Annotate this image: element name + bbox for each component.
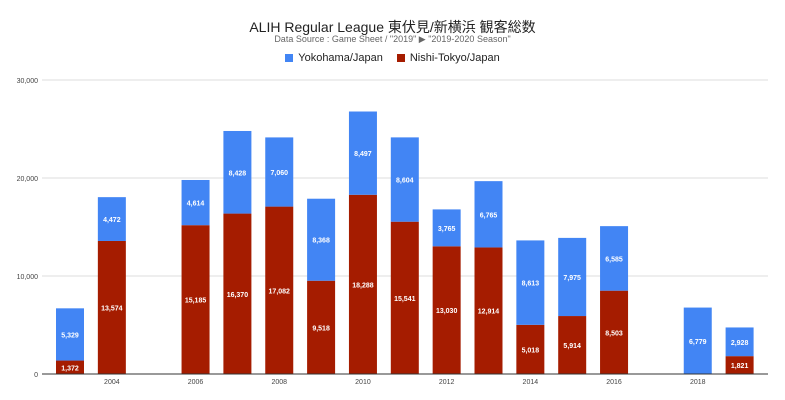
- bar-segment[interactable]: [600, 290, 629, 374]
- bar-segment[interactable]: [56, 308, 84, 361]
- bar-segment[interactable]: [474, 247, 503, 374]
- bar-segment[interactable]: [516, 240, 545, 325]
- bar-segment[interactable]: [348, 194, 377, 374]
- x-tick-label: 2018: [690, 379, 706, 386]
- chart-title: ALIH Regular League 東伏見/新横浜 観客総数: [249, 19, 536, 35]
- bar-segment[interactable]: [600, 226, 629, 291]
- data-label: 5,018: [522, 347, 540, 354]
- bar-segment[interactable]: [181, 179, 210, 226]
- bar-segment[interactable]: [223, 213, 252, 374]
- bar-segment[interactable]: [683, 307, 712, 374]
- data-label: 8,497: [354, 151, 372, 158]
- bar-segment[interactable]: [725, 356, 754, 374]
- x-tick-label: 2008: [271, 379, 287, 386]
- data-label: 3,765: [438, 226, 456, 233]
- bar-segment[interactable]: [56, 360, 84, 374]
- data-label: 5,914: [563, 343, 581, 350]
- bar-segment[interactable]: [558, 316, 587, 374]
- data-label: 8,503: [605, 330, 623, 337]
- x-tick-label: 2016: [606, 379, 622, 386]
- bar-segment[interactable]: [265, 206, 294, 374]
- bar-segment[interactable]: [390, 221, 419, 374]
- legend-label: Yokohama/Japan: [298, 52, 383, 64]
- data-label: 6,779: [689, 339, 707, 346]
- bar-segment[interactable]: [558, 237, 587, 317]
- data-label: 15,541: [394, 296, 416, 303]
- bar-segment[interactable]: [97, 240, 126, 374]
- data-label: 8,368: [312, 238, 330, 245]
- legend-swatch-yokohama: [285, 54, 294, 62]
- x-tick-label: 2006: [188, 379, 204, 386]
- x-tick-label: 2014: [523, 379, 539, 386]
- data-label: 5,329: [61, 332, 79, 339]
- data-label: 15,185: [185, 298, 207, 305]
- bar-segment[interactable]: [307, 198, 336, 281]
- bar-segment[interactable]: [181, 225, 210, 374]
- x-tick-label: 2012: [439, 379, 455, 386]
- data-label: 8,604: [396, 178, 414, 185]
- bar-segment[interactable]: [390, 137, 419, 222]
- data-label: 4,614: [187, 201, 205, 208]
- data-label: 8,428: [229, 170, 247, 177]
- bar-segment[interactable]: [97, 197, 126, 241]
- chart-subtitle: Data Source : Game Sheet / "2019" ▶ "201…: [274, 34, 511, 44]
- data-label: 1,372: [61, 365, 79, 372]
- bar-segment[interactable]: [725, 327, 754, 357]
- bar-segment[interactable]: [307, 280, 336, 374]
- bar-segment[interactable]: [265, 137, 294, 207]
- data-label: 2,928: [731, 340, 749, 347]
- legend-item-nishi-tokyo[interactable]: Nishi-Tokyo/Japan: [396, 52, 500, 64]
- data-label: 4,472: [103, 217, 121, 224]
- bar-segment[interactable]: [432, 246, 461, 374]
- data-label: 17,082: [269, 288, 291, 295]
- data-label: 13,030: [436, 308, 458, 315]
- y-tick-label: 10,000: [17, 274, 39, 281]
- y-tick-label: 30,000: [17, 78, 39, 85]
- legend: Yokohama/Japan Nishi-Tokyo/Japan: [0, 52, 785, 64]
- data-label: 12,914: [478, 309, 500, 316]
- data-label: 16,370: [227, 292, 249, 299]
- data-label: 1,821: [731, 363, 749, 370]
- x-tick-label: 2010: [355, 379, 371, 386]
- legend-swatch-nishi-tokyo: [396, 54, 405, 62]
- data-label: 7,060: [270, 170, 288, 177]
- bar-segment[interactable]: [432, 209, 461, 247]
- legend-item-yokohama[interactable]: Yokohama/Japan: [285, 52, 383, 64]
- data-label: 7,975: [563, 275, 581, 282]
- bar-segment[interactable]: [348, 111, 377, 195]
- data-label: 6,585: [605, 256, 623, 263]
- x-tick-label: 2004: [104, 379, 120, 386]
- legend-label: Nishi-Tokyo/Japan: [409, 52, 500, 64]
- bar-segment[interactable]: [474, 181, 503, 248]
- bar-segment[interactable]: [516, 324, 545, 374]
- data-label: 9,518: [312, 325, 330, 332]
- y-tick-label: 0: [34, 372, 38, 379]
- data-label: 6,765: [480, 212, 498, 219]
- y-tick-label: 20,000: [17, 176, 39, 183]
- data-label: 8,613: [522, 281, 540, 288]
- bar-segment[interactable]: [223, 130, 252, 214]
- data-label: 18,288: [352, 282, 374, 289]
- data-label: 13,574: [101, 305, 123, 312]
